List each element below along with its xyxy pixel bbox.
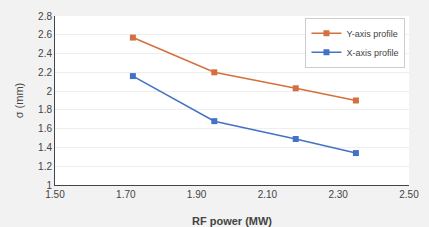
svg-text:1.6: 1.6 (38, 123, 52, 134)
svg-text:2.8: 2.8 (38, 11, 52, 22)
svg-text:1.8: 1.8 (38, 104, 52, 115)
svg-text:2.4: 2.4 (38, 48, 52, 59)
svg-text:2.10: 2.10 (258, 189, 278, 200)
svg-text:σ (mm): σ (mm) (13, 83, 25, 119)
svg-text:1.50: 1.50 (45, 189, 65, 200)
svg-text:1.90: 1.90 (187, 189, 207, 200)
svg-text:1: 1 (46, 180, 52, 191)
svg-text:2: 2 (46, 86, 52, 97)
svg-text:RF power (MW): RF power (MW) (192, 215, 272, 227)
svg-text:Y-axis profile: Y-axis profile (346, 29, 397, 39)
svg-text:1.4: 1.4 (38, 142, 52, 153)
svg-text:1.70: 1.70 (116, 189, 136, 200)
svg-text:2.30: 2.30 (328, 189, 348, 200)
svg-text:2.2: 2.2 (38, 67, 52, 78)
svg-text:2.6: 2.6 (38, 29, 52, 40)
svg-text:X-axis profile: X-axis profile (346, 48, 398, 58)
svg-text:2.50: 2.50 (399, 189, 419, 200)
svg-text:1.2: 1.2 (38, 161, 52, 172)
